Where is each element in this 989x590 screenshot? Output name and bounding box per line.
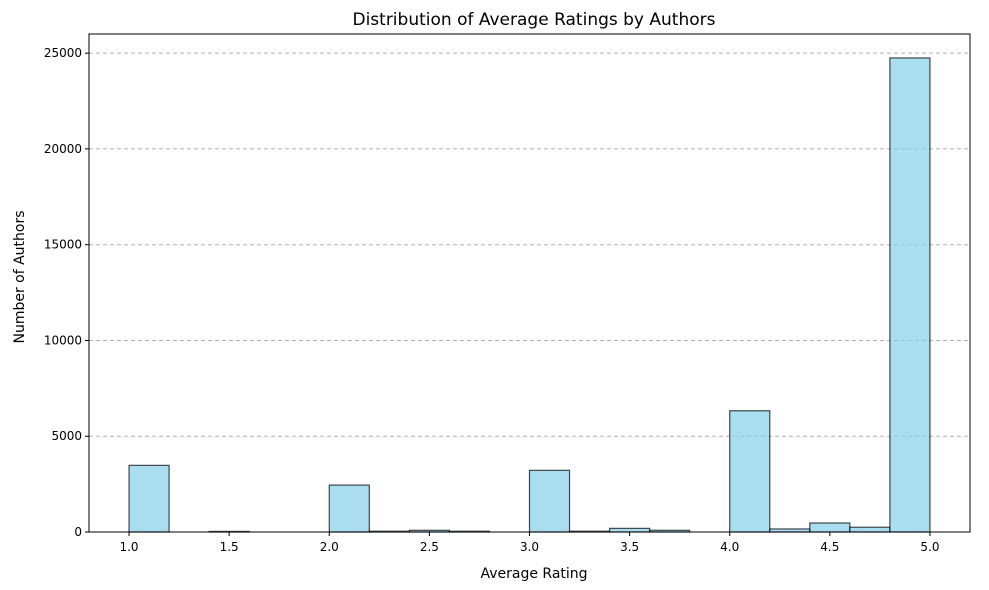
x-tick-label: 2.5 — [420, 540, 439, 554]
y-tick-label: 20000 — [44, 142, 82, 156]
y-axis-label: Number of Authors — [12, 210, 28, 343]
histogram-bar — [849, 526, 891, 533]
histogram-bar — [608, 527, 651, 533]
x-tick-label: 2.0 — [320, 540, 339, 554]
histogram-bar — [809, 522, 851, 533]
x-tick-label: 5.0 — [920, 540, 939, 554]
y-tick-label: 15000 — [44, 238, 82, 252]
x-tick-label: 1.0 — [119, 540, 138, 554]
plot-frame — [88, 33, 971, 533]
histogram-bar — [328, 484, 370, 533]
x-tick-label: 3.5 — [620, 540, 639, 554]
histogram-bar — [128, 464, 170, 533]
histogram-bar — [528, 469, 571, 533]
y-tick-label: 5000 — [51, 429, 82, 443]
x-tick-label: 1.5 — [220, 540, 239, 554]
x-tick-label: 4.5 — [820, 540, 839, 554]
y-tick-label: 0 — [74, 525, 82, 539]
x-tick-label: 4.0 — [720, 540, 739, 554]
bars — [128, 57, 931, 533]
x-ticks: 1.0 1.5 2.0 2.5 3.0 3.5 4.0 4.5 5.0 — [119, 532, 940, 554]
chart-title: Distribution of Average Ratings by Autho… — [352, 10, 715, 30]
y-tick-label: 25000 — [44, 46, 82, 60]
y-tick-label: 10000 — [44, 333, 82, 347]
histogram-bar — [889, 57, 931, 533]
x-tick-label: 3.0 — [520, 540, 539, 554]
grid-lines — [89, 52, 970, 533]
histogram-bar — [729, 410, 771, 533]
y-ticks: 0 5000 10000 15000 20000 25000 — [44, 46, 89, 539]
x-axis-label: Average Rating — [480, 566, 587, 582]
